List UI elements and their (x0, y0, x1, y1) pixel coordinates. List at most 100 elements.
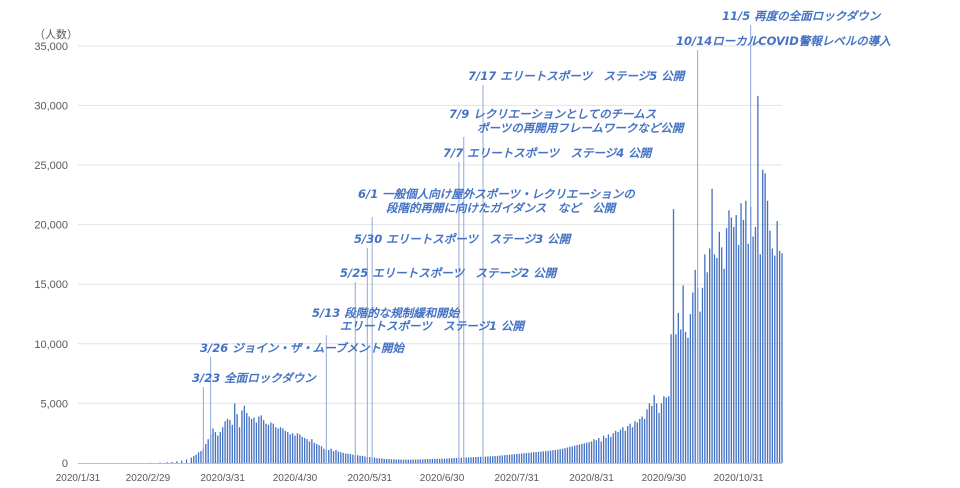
bar (484, 456, 487, 463)
bar (607, 434, 610, 463)
annotation-text: 3/26 ジョイン・ザ・ムーブメント開始 (200, 341, 406, 355)
bar (735, 215, 737, 463)
bar (636, 422, 639, 463)
x-tick-label: 2020/6/30 (420, 473, 465, 484)
bar (576, 445, 578, 463)
bar (340, 452, 342, 463)
bar (774, 255, 776, 463)
bar (337, 451, 340, 463)
y-tick-label: 35,000 (34, 41, 68, 53)
bar (494, 456, 496, 463)
bar (573, 445, 576, 463)
bar (501, 455, 503, 463)
bar (595, 440, 598, 463)
bar (653, 395, 655, 463)
bar (487, 456, 489, 463)
x-tick-label: 2020/8/31 (569, 473, 614, 484)
bar (528, 452, 530, 463)
bar (270, 422, 272, 463)
bar (533, 452, 535, 463)
bar (639, 418, 641, 463)
x-tick-label: 2020/7/31 (495, 473, 540, 484)
bar (506, 454, 508, 463)
y-axis-ticks: 0 5,000 10,000 15,000 20,000 25,000 30,000 35,0… (34, 41, 68, 470)
bar (200, 451, 202, 463)
bar (600, 441, 602, 463)
bar (747, 243, 749, 463)
gridlines (78, 45, 782, 404)
bar (441, 458, 443, 463)
annotation-text: 5/25 エリートスポーツ ステージ2 公開 (340, 266, 559, 280)
bar (313, 442, 315, 463)
bar (622, 427, 624, 463)
bar (279, 427, 282, 463)
bar (262, 420, 265, 463)
bar (460, 457, 463, 463)
bar (658, 412, 660, 463)
bar (605, 437, 607, 463)
y-tick-label: 20,000 (34, 220, 68, 232)
bar (190, 457, 192, 463)
bar (277, 428, 279, 463)
y-tick-label: 10,000 (34, 339, 68, 351)
bar (624, 430, 626, 463)
bar (243, 405, 246, 463)
bar (704, 254, 706, 463)
bar (436, 458, 438, 463)
bar (431, 458, 434, 463)
annotation-text: 11/5 再度の全面ロックダウン (722, 9, 882, 23)
bar (677, 312, 679, 463)
bar (569, 446, 571, 463)
bar (713, 254, 716, 463)
bar (545, 451, 547, 463)
bar (499, 455, 501, 463)
bar (417, 459, 419, 463)
bar (284, 430, 287, 463)
bar (265, 423, 267, 463)
bar (289, 434, 291, 463)
bar (759, 254, 761, 463)
annotation-text: 5/13 段階的な規制緩和開始 (312, 306, 461, 320)
bar (516, 453, 518, 463)
bar (258, 416, 260, 463)
bar (422, 459, 424, 463)
bar (475, 457, 477, 463)
bar (740, 203, 742, 463)
bar (687, 337, 689, 463)
bar (316, 443, 318, 463)
bar (212, 428, 214, 463)
bar (347, 453, 349, 463)
bar (434, 458, 436, 463)
bar (397, 459, 400, 463)
bar (547, 450, 549, 463)
bar (352, 454, 354, 463)
annotation-leaders (202, 25, 752, 463)
x-tick-label: 2020/5/31 (347, 473, 392, 484)
bar (593, 439, 595, 463)
annotation-text: 6/1 一般個人向け屋外スポーツ・レクリエーションの (358, 187, 636, 201)
bar (665, 397, 667, 463)
bar (226, 418, 229, 463)
bar (523, 453, 525, 463)
bar (231, 424, 233, 463)
bar (405, 459, 407, 463)
annotation-text: ポーツの再開用フレームワークなど公開 (477, 121, 686, 135)
bar (250, 418, 253, 463)
bar (643, 418, 646, 463)
y-unit-label: （人数） (34, 28, 78, 41)
bar (303, 437, 306, 463)
bar (451, 458, 453, 463)
bar (453, 458, 455, 463)
bar (508, 454, 511, 463)
bar (540, 451, 542, 463)
bar (504, 455, 506, 463)
bar (429, 459, 431, 463)
x-tick-label: 2020/3/31 (200, 473, 245, 484)
bar (477, 456, 479, 463)
bar (207, 439, 209, 463)
bar (282, 428, 284, 463)
bar (446, 458, 448, 463)
bar (369, 457, 371, 463)
bar (619, 429, 622, 463)
bar (776, 221, 778, 463)
